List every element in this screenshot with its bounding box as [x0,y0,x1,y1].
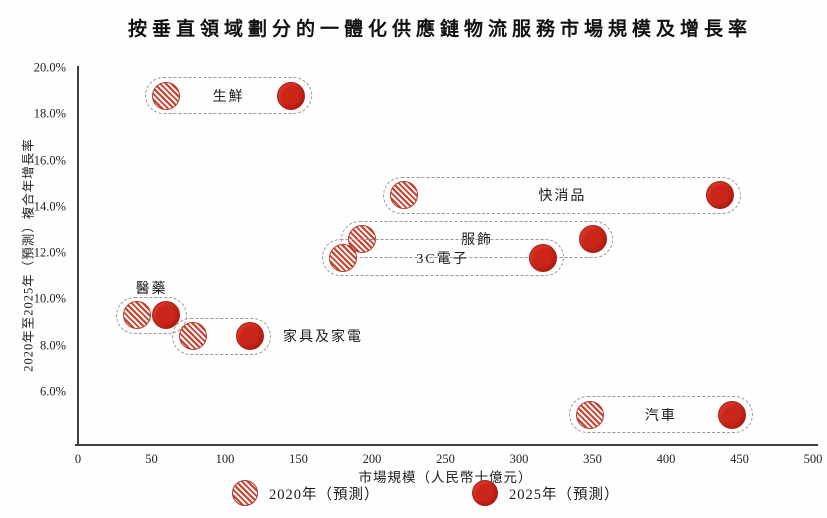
x-tick-100: 100 [215,452,235,466]
group-label-1: 生鮮 [212,89,245,105]
dot-2025-5 [152,301,181,330]
group-label-3: 服飾 [461,233,494,249]
x-tick-400: 400 [656,452,676,466]
group-outline-2 [383,176,742,214]
group-outline-5 [115,296,188,334]
y-axis-line [77,66,79,446]
group-label-2: 快消品 [538,189,587,205]
x-tick-450: 450 [730,452,749,466]
group-outline-4 [321,239,564,277]
x-tick-350: 350 [583,452,602,466]
y-tick-16: 16.0% [33,153,66,168]
x-tick-500: 500 [803,452,823,466]
dot-2020-4 [328,243,357,272]
y-tick-18: 18.0% [33,106,66,121]
dot-2025-2 [706,181,735,210]
y-tick-6: 6.0% [39,384,66,399]
dot-2020-6 [178,322,207,351]
group-outline-7 [568,396,754,434]
dot-2020-2 [390,181,419,210]
y-tick-20: 20.0% [33,60,66,75]
x-tick-150: 150 [289,452,308,466]
group-outline-1 [145,77,313,115]
dot-2020-5 [122,301,151,330]
x-tick-300: 300 [509,452,529,466]
group-label-5: 醫藥 [135,282,168,298]
dot-2025-3 [578,225,607,254]
x-tick-0: 0 [74,452,82,466]
dot-2020-1 [152,81,181,110]
x-axis-line [75,444,818,446]
y-tick-8: 8.0% [39,338,66,353]
group-outline-6 [171,317,271,355]
y-tick-12: 12.0% [33,245,66,260]
dot-2020-7 [575,400,604,429]
dot-2025-6 [235,322,264,351]
y-tick-10: 10.0% [33,291,66,306]
dot-2025-4 [528,243,557,272]
y-tick-14: 14.0% [33,199,66,214]
group-label-6: 家具及家電 [282,330,363,346]
dot-2025-7 [718,400,747,429]
group-label-7: 汽車 [644,408,677,424]
group-label-4: 3C電子 [416,251,469,267]
dot-2025-1 [277,81,306,110]
x-tick-50: 50 [145,452,158,466]
chart-title: 按垂直領域劃分的一體化供應鏈物流服務市場規模及增長率 [127,19,752,40]
x-tick-250: 250 [436,452,455,466]
x-axis-title: 市場規模（人民幣十億元） [358,470,533,485]
x-tick-200: 200 [362,452,382,466]
